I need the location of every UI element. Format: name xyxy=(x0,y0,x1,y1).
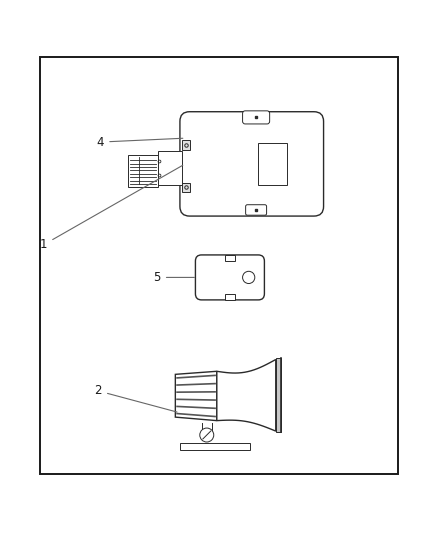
FancyBboxPatch shape xyxy=(276,358,282,432)
FancyBboxPatch shape xyxy=(243,111,270,124)
FancyBboxPatch shape xyxy=(246,205,267,215)
Text: 1: 1 xyxy=(40,165,183,251)
FancyBboxPatch shape xyxy=(225,255,235,261)
Polygon shape xyxy=(175,372,217,421)
FancyBboxPatch shape xyxy=(40,57,398,474)
FancyBboxPatch shape xyxy=(180,443,250,450)
Text: 4: 4 xyxy=(97,135,183,149)
FancyBboxPatch shape xyxy=(180,112,324,216)
FancyBboxPatch shape xyxy=(158,151,182,185)
Text: 5: 5 xyxy=(153,271,194,284)
FancyBboxPatch shape xyxy=(258,143,287,184)
FancyBboxPatch shape xyxy=(182,183,190,192)
Circle shape xyxy=(200,428,214,442)
FancyBboxPatch shape xyxy=(225,294,235,300)
Circle shape xyxy=(243,271,255,284)
FancyBboxPatch shape xyxy=(182,140,190,150)
Polygon shape xyxy=(217,359,276,431)
FancyBboxPatch shape xyxy=(195,255,265,300)
FancyBboxPatch shape xyxy=(128,155,158,187)
Text: 2: 2 xyxy=(95,384,177,412)
